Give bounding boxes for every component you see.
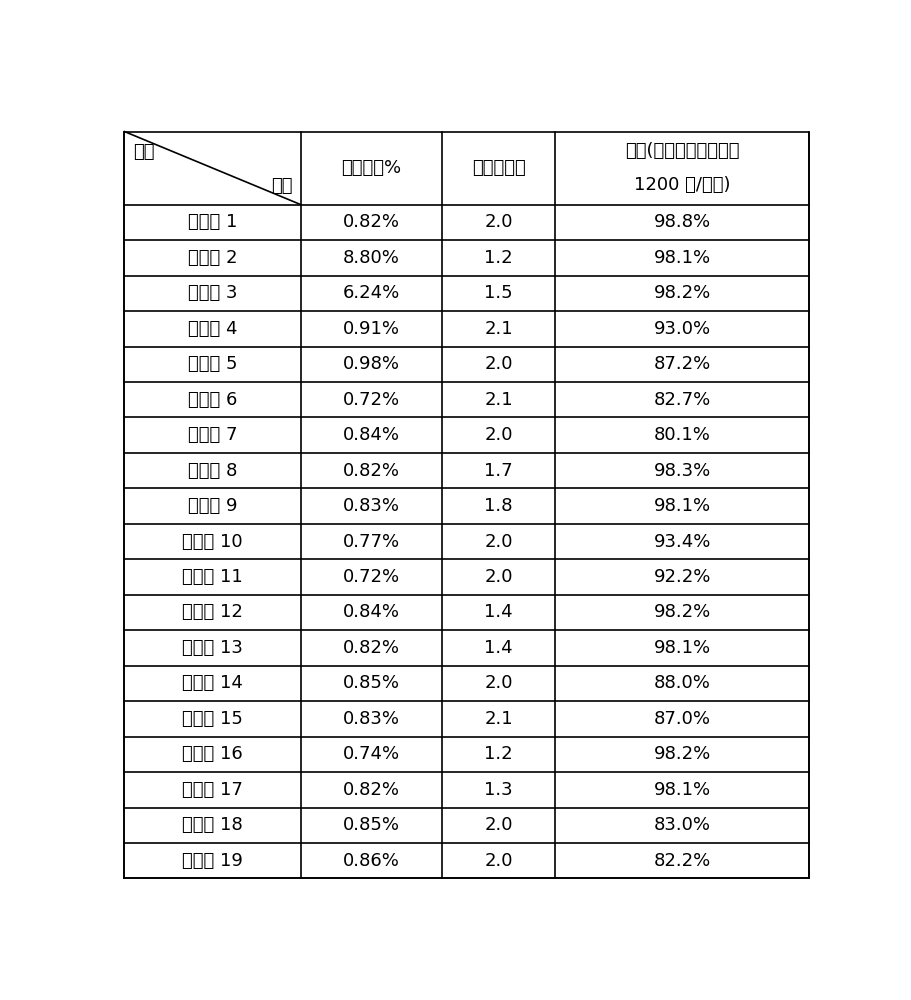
Text: 98.1%: 98.1% bbox=[654, 639, 711, 657]
Text: 1.2: 1.2 bbox=[485, 745, 513, 763]
Text: 92.2%: 92.2% bbox=[653, 568, 711, 586]
Text: 实施例 8: 实施例 8 bbox=[188, 462, 238, 480]
Text: 98.1%: 98.1% bbox=[654, 781, 711, 799]
Text: 指标: 指标 bbox=[271, 177, 292, 195]
Text: 实施例 13: 实施例 13 bbox=[182, 639, 243, 657]
Text: 0.86%: 0.86% bbox=[343, 852, 400, 870]
Text: 0.83%: 0.83% bbox=[343, 710, 400, 728]
Text: 实施例 14: 实施例 14 bbox=[182, 674, 243, 692]
Text: 2.0: 2.0 bbox=[485, 568, 513, 586]
Text: 8.80%: 8.80% bbox=[343, 249, 400, 267]
Text: 87.2%: 87.2% bbox=[653, 355, 711, 373]
Text: 0.74%: 0.74% bbox=[343, 745, 400, 763]
Text: 实施例 5: 实施例 5 bbox=[188, 355, 238, 373]
Text: 0.85%: 0.85% bbox=[343, 816, 400, 834]
Text: 98.2%: 98.2% bbox=[653, 603, 711, 621]
Text: 实施例 10: 实施例 10 bbox=[182, 533, 243, 551]
Text: 2.0: 2.0 bbox=[485, 816, 513, 834]
Text: 1.4: 1.4 bbox=[485, 603, 513, 621]
Text: 实施例 4: 实施例 4 bbox=[188, 320, 238, 338]
Text: 0.98%: 0.98% bbox=[343, 355, 400, 373]
Text: 0.82%: 0.82% bbox=[343, 213, 400, 231]
Text: 82.7%: 82.7% bbox=[653, 391, 711, 409]
Text: 2.0: 2.0 bbox=[485, 213, 513, 231]
Text: 实施例 17: 实施例 17 bbox=[182, 781, 243, 799]
Text: 1200 克/公顿): 1200 克/公顿) bbox=[634, 176, 731, 194]
Text: 2.0: 2.0 bbox=[485, 674, 513, 692]
Text: 2.0: 2.0 bbox=[485, 426, 513, 444]
Text: 87.0%: 87.0% bbox=[654, 710, 711, 728]
Text: 1.8: 1.8 bbox=[485, 497, 513, 515]
Text: 1.3: 1.3 bbox=[485, 781, 513, 799]
Text: 83.0%: 83.0% bbox=[654, 816, 711, 834]
Text: 88.0%: 88.0% bbox=[654, 674, 711, 692]
Text: 2.0: 2.0 bbox=[485, 355, 513, 373]
Text: 实施例 19: 实施例 19 bbox=[182, 852, 243, 870]
Text: 0.82%: 0.82% bbox=[343, 462, 400, 480]
Text: 2.1: 2.1 bbox=[485, 710, 513, 728]
Text: 0.91%: 0.91% bbox=[343, 320, 400, 338]
Text: 0.84%: 0.84% bbox=[343, 603, 400, 621]
Text: 实施例 15: 实施例 15 bbox=[182, 710, 243, 728]
Text: 产品: 产品 bbox=[133, 143, 155, 161]
Text: 98.2%: 98.2% bbox=[653, 284, 711, 302]
Text: 实施例 16: 实施例 16 bbox=[182, 745, 243, 763]
Text: 98.1%: 98.1% bbox=[654, 497, 711, 515]
Text: 0.84%: 0.84% bbox=[343, 426, 400, 444]
Text: 93.4%: 93.4% bbox=[653, 533, 711, 551]
Text: 实施例 11: 实施例 11 bbox=[182, 568, 243, 586]
Text: 防效(有效成分用药量：: 防效(有效成分用药量： bbox=[625, 142, 740, 160]
Text: 98.3%: 98.3% bbox=[653, 462, 711, 480]
Text: 93.0%: 93.0% bbox=[654, 320, 711, 338]
Text: 98.2%: 98.2% bbox=[653, 745, 711, 763]
Text: 实施例 9: 实施例 9 bbox=[188, 497, 238, 515]
Text: 0.83%: 0.83% bbox=[343, 497, 400, 515]
Text: 1.4: 1.4 bbox=[485, 639, 513, 657]
Text: 实施例 12: 实施例 12 bbox=[182, 603, 243, 621]
Text: 98.8%: 98.8% bbox=[654, 213, 711, 231]
Text: 0.82%: 0.82% bbox=[343, 781, 400, 799]
Text: 0.85%: 0.85% bbox=[343, 674, 400, 692]
Text: 2.1: 2.1 bbox=[485, 320, 513, 338]
Text: 0.72%: 0.72% bbox=[343, 391, 400, 409]
Text: 持效期，年: 持效期，年 bbox=[472, 159, 526, 177]
Text: 2.0: 2.0 bbox=[485, 533, 513, 551]
Text: 2.1: 2.1 bbox=[485, 391, 513, 409]
Text: 实施例 7: 实施例 7 bbox=[188, 426, 238, 444]
Text: 6.24%: 6.24% bbox=[343, 284, 400, 302]
Text: 2.0: 2.0 bbox=[485, 852, 513, 870]
Text: 实施例 3: 实施例 3 bbox=[188, 284, 238, 302]
Text: 0.82%: 0.82% bbox=[343, 639, 400, 657]
Text: 实施例 2: 实施例 2 bbox=[188, 249, 238, 267]
Text: 实施例 18: 实施例 18 bbox=[182, 816, 243, 834]
Text: 1.7: 1.7 bbox=[485, 462, 513, 480]
Text: 82.2%: 82.2% bbox=[653, 852, 711, 870]
Text: 实施例 6: 实施例 6 bbox=[188, 391, 238, 409]
Text: 80.1%: 80.1% bbox=[654, 426, 711, 444]
Text: 漂移量，%: 漂移量，% bbox=[342, 159, 402, 177]
Text: 0.72%: 0.72% bbox=[343, 568, 400, 586]
Text: 98.1%: 98.1% bbox=[654, 249, 711, 267]
Text: 实施例 1: 实施例 1 bbox=[188, 213, 238, 231]
Text: 1.2: 1.2 bbox=[485, 249, 513, 267]
Text: 0.77%: 0.77% bbox=[343, 533, 400, 551]
Text: 1.5: 1.5 bbox=[485, 284, 513, 302]
